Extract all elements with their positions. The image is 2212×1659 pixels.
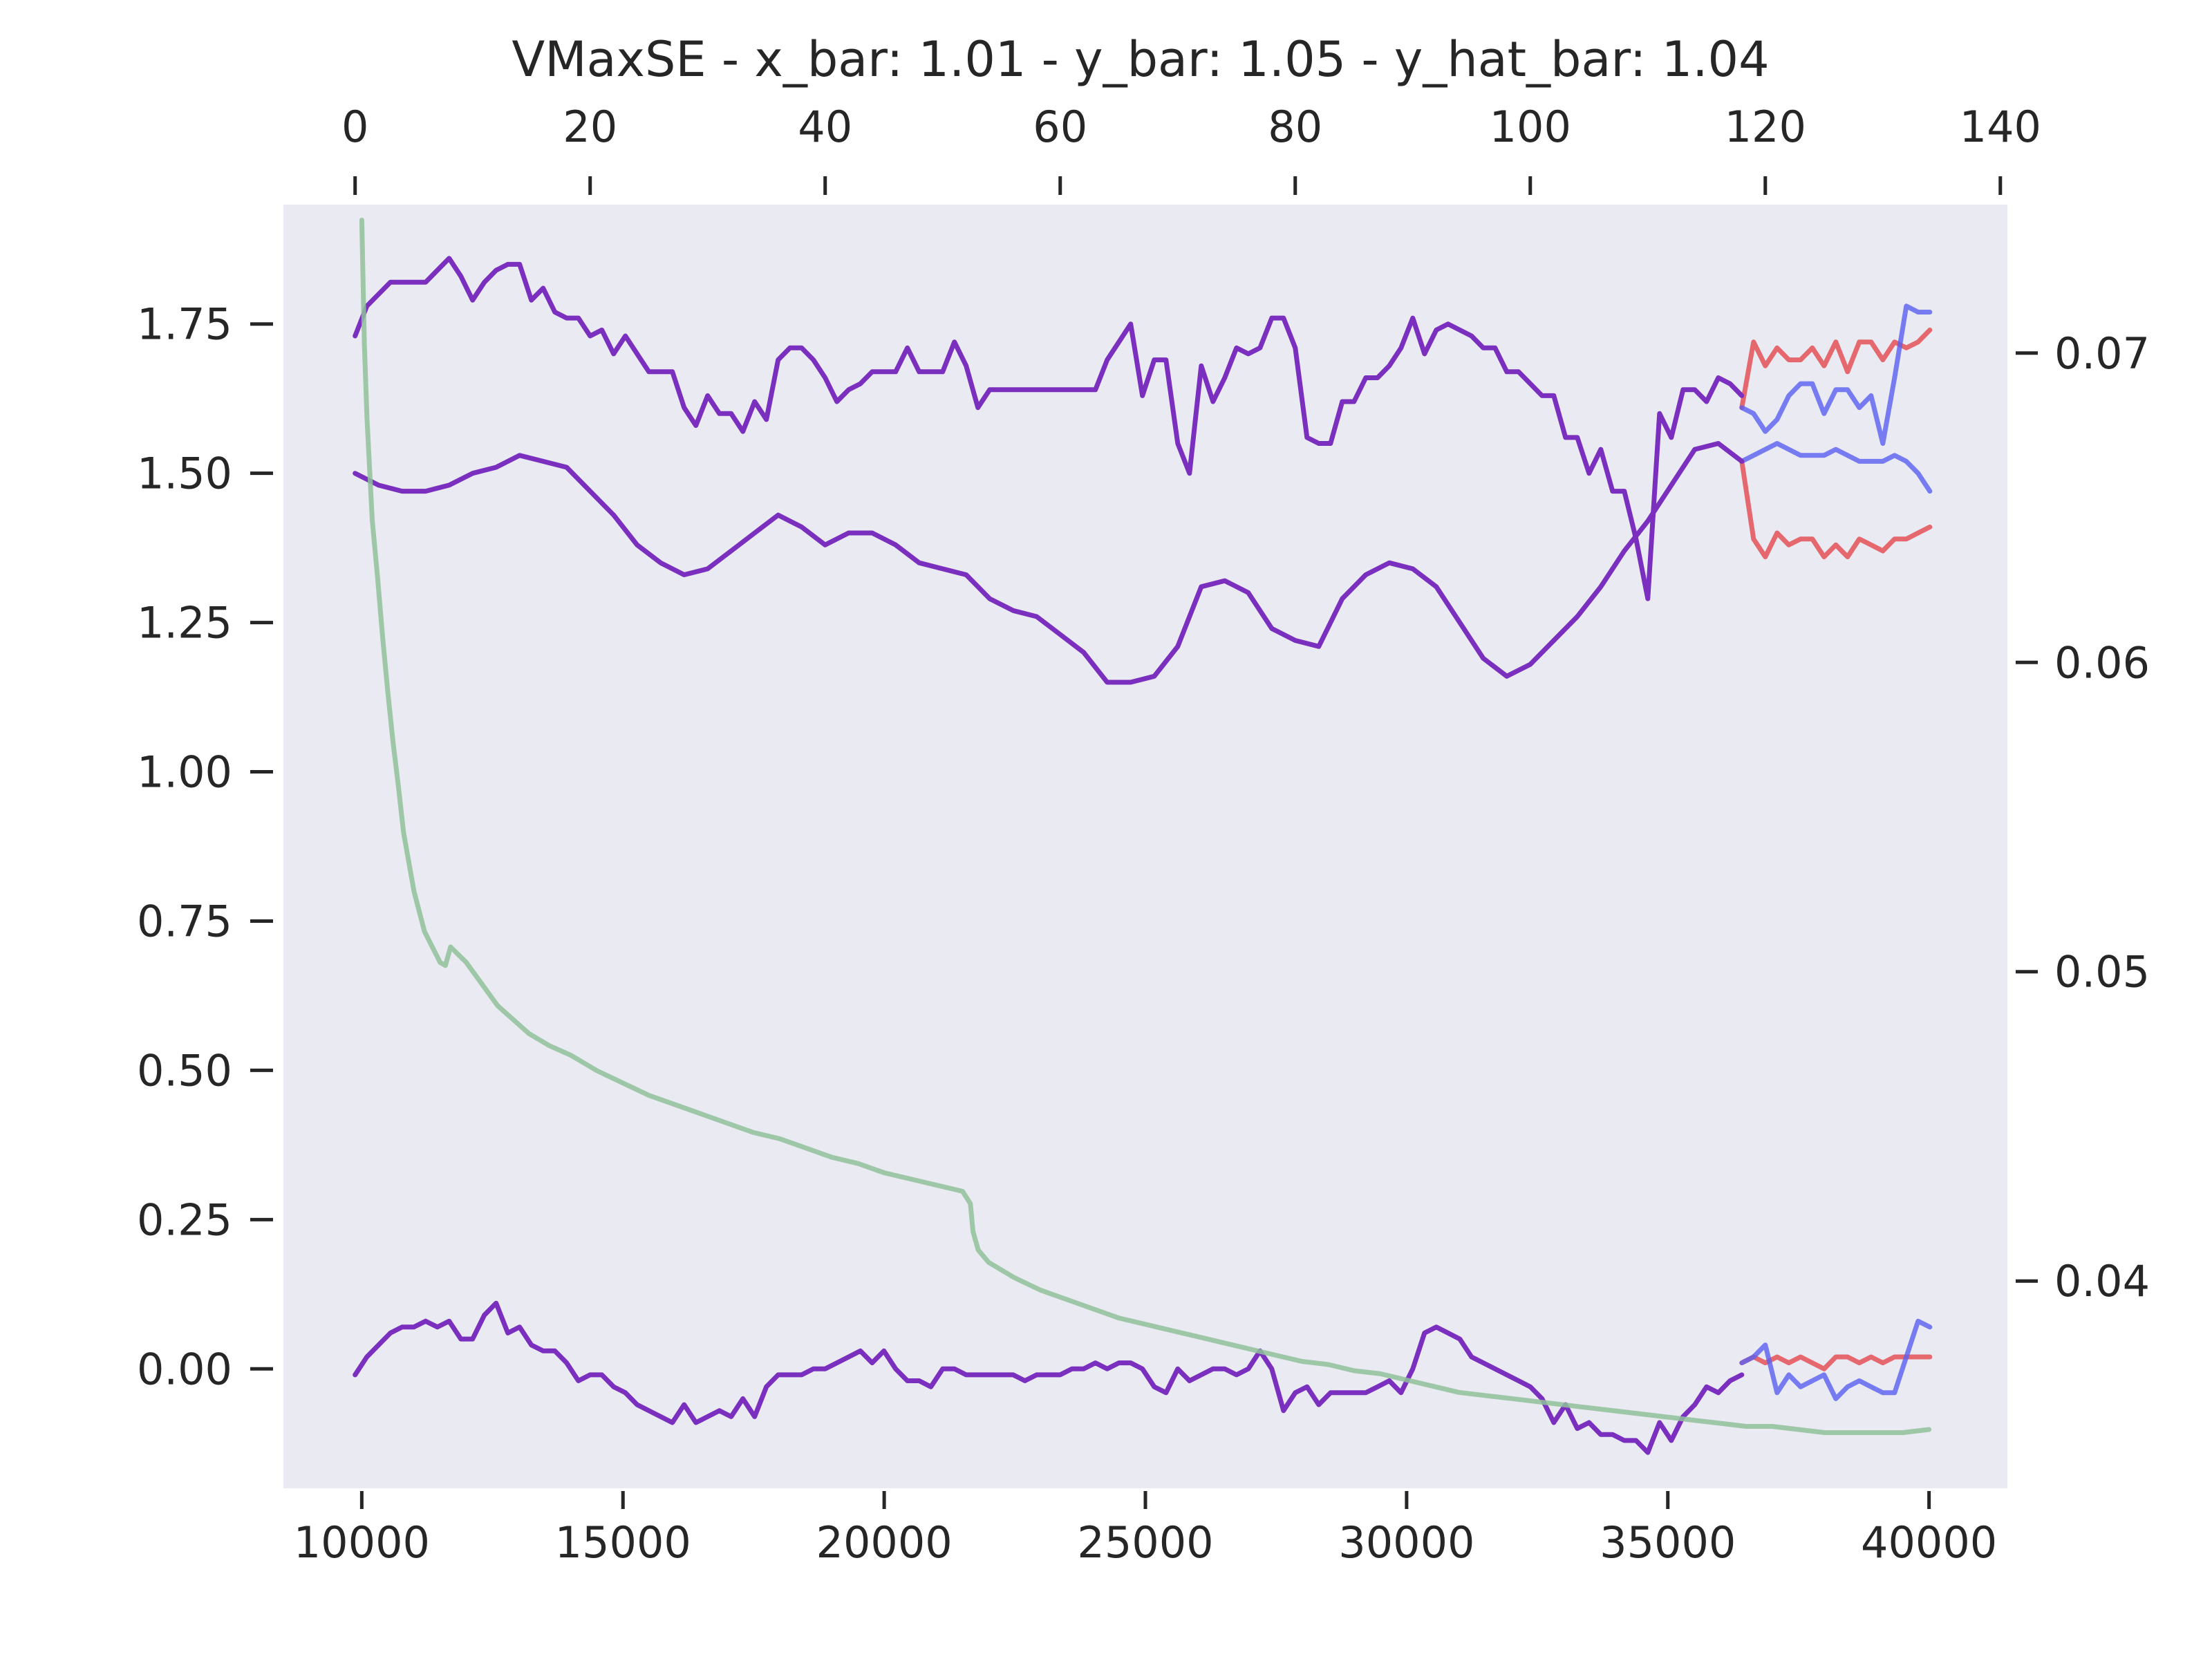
x-bottom-tick-label: 40000 <box>1861 1517 1997 1568</box>
series-line-history-7 <box>353 441 1745 685</box>
x-top-tick-label: 80 <box>1268 102 1322 152</box>
x-bottom-tick-label: 15000 <box>555 1517 691 1568</box>
x-bottom-tick-label: 20000 <box>816 1517 953 1568</box>
y-left-tick-label: 1.75 <box>137 299 232 350</box>
x-bottom-tick-label: 10000 <box>294 1517 430 1568</box>
x-top-tick-label: 0 <box>341 102 368 152</box>
series-line-forecast-1 <box>1739 458 1933 560</box>
y-left-tick-label: 0.00 <box>137 1344 232 1394</box>
y-right-tick-label: 0.06 <box>2054 637 2150 688</box>
series-line-history-6 <box>353 256 1745 601</box>
y-left-tick-label: 0.75 <box>137 896 232 946</box>
x-top-tick-label: 140 <box>1960 102 2041 152</box>
y-left-tick-label: 1.25 <box>137 598 232 648</box>
series-layer <box>353 217 1933 1455</box>
series-line-forecast-4 <box>1739 441 1933 494</box>
x-bottom-tick-label: 35000 <box>1600 1517 1736 1568</box>
axes: 10000 15000 20000 25000 30000 35000 40000 0 20 40… <box>137 102 2150 1568</box>
series-line-history-8 <box>353 1300 1745 1455</box>
x-bottom-tick-label: 25000 <box>1077 1517 1213 1568</box>
y-left-tick-label: 1.00 <box>137 747 232 798</box>
y-right-tick-label: 0.07 <box>2054 328 2150 379</box>
series-line-forecast-2 <box>1739 1354 1933 1371</box>
y-right-tick-label: 0.04 <box>2054 1256 2150 1306</box>
series-line-loss-9 <box>359 217 1932 1435</box>
x-top-tick-label: 20 <box>563 102 617 152</box>
x-top-tick-label: 40 <box>798 102 852 152</box>
x-top-tick-label: 60 <box>1033 102 1087 152</box>
x-top-tick-label: 100 <box>1490 102 1571 152</box>
plot-area <box>283 205 2007 1488</box>
chart-title: VMaxSE - x_bar: 1.01 - y_bar: 1.05 - y_h… <box>512 31 1769 88</box>
series-line-forecast-5 <box>1739 1318 1933 1401</box>
y-left-tick-label: 1.50 <box>137 449 232 499</box>
x-top-tick-label: 120 <box>1725 102 1806 152</box>
y-left-tick-label: 0.25 <box>137 1194 232 1245</box>
x-bottom-tick-label: 30000 <box>1338 1517 1474 1568</box>
y-left-tick-label: 0.50 <box>137 1045 232 1096</box>
series-line-forecast-3 <box>1739 303 1933 446</box>
y-right-tick-label: 0.05 <box>2054 947 2150 997</box>
